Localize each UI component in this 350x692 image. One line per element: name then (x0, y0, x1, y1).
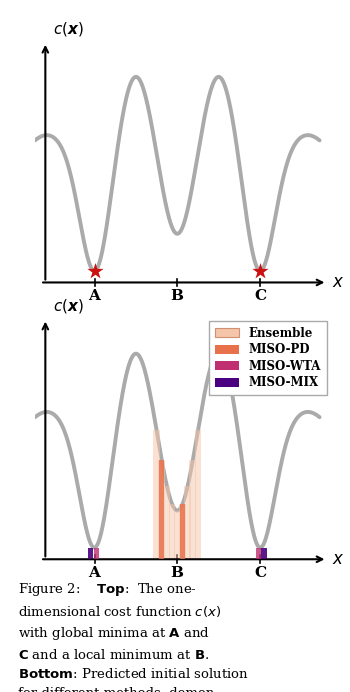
Text: B: B (171, 566, 184, 580)
Text: $c(\boldsymbol{x})$: $c(\boldsymbol{x})$ (53, 297, 84, 315)
Bar (189, 460, 196, 559)
Text: $x$: $x$ (332, 551, 345, 567)
Text: Figure 2:    $\mathbf{Top}$:  The one-
dimensional cost function $c(x)$
with glo: Figure 2: $\mathbf{Top}$: The one- dimen… (18, 581, 248, 692)
Text: C: C (254, 289, 266, 303)
Bar (180, 504, 185, 559)
Bar (153, 430, 160, 559)
Point (92, 265, 97, 276)
Bar (169, 504, 175, 559)
Text: A: A (89, 566, 100, 580)
Bar (163, 486, 170, 559)
Bar (159, 460, 165, 559)
Bar (179, 504, 186, 559)
Bar (174, 511, 181, 559)
Bar (94, 547, 99, 559)
Text: C: C (254, 566, 266, 580)
Point (257, 265, 263, 276)
Bar (195, 430, 201, 559)
Bar (159, 460, 164, 559)
Bar (184, 486, 191, 559)
Text: $x$: $x$ (332, 274, 345, 291)
Text: $c(\boldsymbol{x})$: $c(\boldsymbol{x})$ (53, 20, 84, 38)
Text: A: A (89, 289, 100, 303)
Bar (261, 547, 267, 559)
Text: B: B (171, 289, 184, 303)
Legend: Ensemble, MISO-PD, MISO-WTA, MISO-MIX: Ensemble, MISO-PD, MISO-WTA, MISO-MIX (209, 321, 327, 395)
Bar (88, 547, 93, 559)
Bar (256, 547, 261, 559)
